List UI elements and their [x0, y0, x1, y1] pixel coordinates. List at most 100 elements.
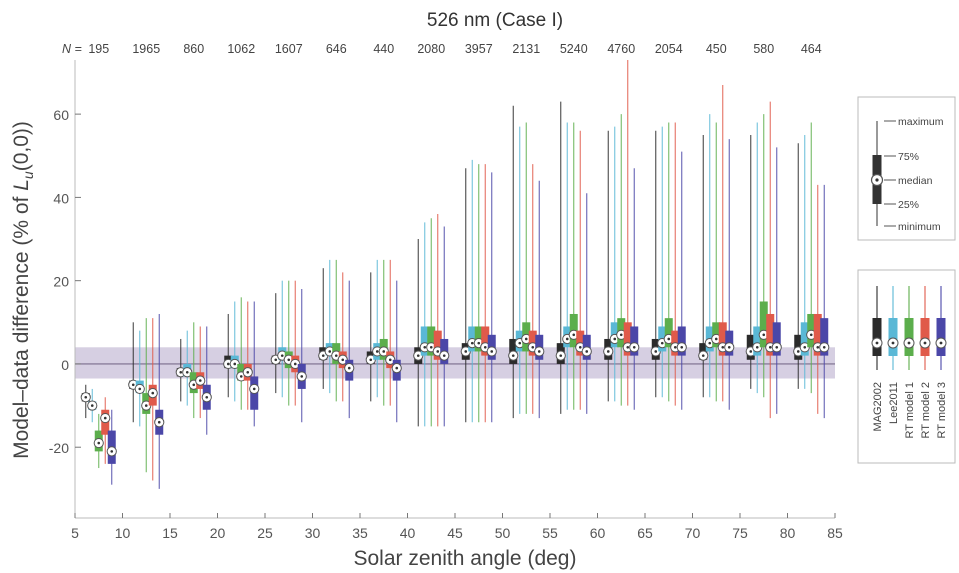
box-mag2002-6	[365, 272, 376, 402]
x-tick-label: 80	[780, 525, 796, 541]
box-median-dot	[749, 350, 753, 353]
box-median-dot	[287, 358, 291, 362]
box-median-dot	[762, 333, 766, 337]
box-median-dot	[157, 420, 161, 424]
y-tick-label: 20	[53, 274, 69, 290]
n-value: 2080	[417, 42, 445, 56]
n-values: 195 1965 860 1062 1607 646 440 2080 3957 2131 5240…	[88, 42, 821, 56]
x-tick-label: 45	[447, 525, 463, 541]
n-value: 1607	[275, 42, 303, 56]
box-rt-model-2-7	[432, 214, 443, 427]
box-median-dot	[185, 370, 189, 374]
box-rt-model-2-4	[290, 280, 301, 406]
box-lee2011-0	[87, 388, 98, 423]
box-median-dot	[334, 354, 338, 357]
box-median-dot	[632, 345, 636, 349]
box-rt-model-1-6	[378, 259, 389, 406]
box-rt-model-3-0	[106, 409, 117, 485]
n-value: 440	[373, 42, 394, 56]
box-rt-model-3-12	[676, 151, 687, 410]
box-mag2002-0	[80, 384, 91, 419]
box-median-dot	[192, 383, 196, 387]
box-median-dot	[511, 354, 515, 357]
box-rt-model-3-10	[581, 193, 592, 414]
box-rt-model-1-8	[473, 164, 484, 423]
legend-p25-label: 25%	[898, 199, 919, 211]
box-median-dot	[490, 350, 494, 353]
box-rt-model-3-3	[249, 301, 260, 427]
n-value: 2054	[655, 42, 683, 56]
box-median-dot	[293, 362, 297, 366]
legend-p75-label: 75%	[898, 151, 919, 163]
box-median-dot	[585, 350, 589, 353]
n-value: 1965	[132, 42, 160, 56]
x-tick-label: 65	[637, 525, 653, 541]
box-iqr	[813, 313, 822, 356]
legend-series-label: MAG2002	[872, 382, 884, 432]
n-label: N =	[62, 42, 82, 56]
box-median-dot	[97, 441, 101, 445]
box-median-dot	[680, 345, 684, 349]
legend-series: MAG2002 Lee2011 RT model 1 RT model 2 RT mod…	[857, 269, 956, 464]
box-median-dot	[796, 350, 800, 353]
box-median-dot	[382, 350, 386, 353]
box-rt-model-3-15	[819, 184, 830, 419]
box-rt-model-2-3	[242, 301, 253, 410]
box-rt-model-1-14	[758, 114, 769, 398]
x-tick-label: 70	[685, 525, 701, 541]
box-lee2011-9	[514, 126, 525, 414]
n-value: 3957	[465, 42, 493, 56]
x-tick-label: 85	[827, 525, 843, 541]
box-rt-model-1-1	[141, 318, 152, 473]
box-median-dot	[701, 354, 705, 357]
box-rt-model-3-6	[391, 280, 402, 423]
plot-area	[75, 60, 835, 489]
legend-series-box	[904, 318, 914, 356]
box-median-dot	[110, 450, 114, 453]
n-value: 464	[801, 42, 822, 56]
box-median-dot	[673, 345, 677, 349]
box-rt-model-2-15	[812, 184, 823, 414]
box-median-dot	[626, 345, 630, 349]
box-mag2002-13	[698, 134, 709, 398]
box-rt-model-1-4	[283, 280, 294, 406]
box-median-dot	[667, 337, 671, 341]
box-iqr	[630, 326, 639, 356]
box-median-dot	[524, 337, 528, 341]
n-value: 1062	[227, 42, 255, 56]
box-median-dot	[423, 345, 427, 349]
box-median-dot	[388, 358, 392, 362]
legend-median-label: median	[898, 175, 933, 187]
box-median-dot	[531, 345, 535, 349]
box-iqr	[433, 330, 442, 360]
legend-minimum-label: minimum	[898, 221, 941, 233]
box-median-dot	[619, 333, 623, 337]
box-mag2002-10	[555, 101, 566, 414]
x-tick-label: 15	[162, 525, 178, 541]
box-rt-model-3-2	[201, 326, 212, 435]
box-median-dot	[144, 404, 148, 407]
box-median-dot	[654, 350, 658, 353]
box-iqr	[718, 322, 727, 356]
box-rt-model-3-7	[439, 226, 450, 427]
box-median-dot	[442, 354, 446, 357]
legend-series-label: Lee2011	[888, 382, 900, 424]
box-iqr	[664, 318, 673, 348]
legend-series-box	[936, 318, 946, 356]
box-mag2002-9	[508, 105, 519, 419]
box-median-dot	[464, 350, 468, 353]
box-median-dot	[84, 395, 88, 399]
n-value: 860	[183, 42, 204, 56]
box-iqr	[820, 318, 829, 356]
legend-series-label: RT model 3	[936, 382, 948, 438]
box-median-dot	[559, 354, 563, 357]
box-rt-model-1-12	[663, 122, 674, 402]
box-rt-model-3-9	[534, 180, 545, 419]
box-rt-model-2-0	[100, 397, 111, 464]
box-median-dot	[822, 345, 826, 349]
box-median-dot	[233, 362, 237, 366]
y-tick-label: 40	[53, 190, 69, 206]
box-median-dot	[809, 333, 813, 337]
box-median-dot	[90, 404, 94, 407]
box-rt-model-3-8	[486, 172, 497, 423]
